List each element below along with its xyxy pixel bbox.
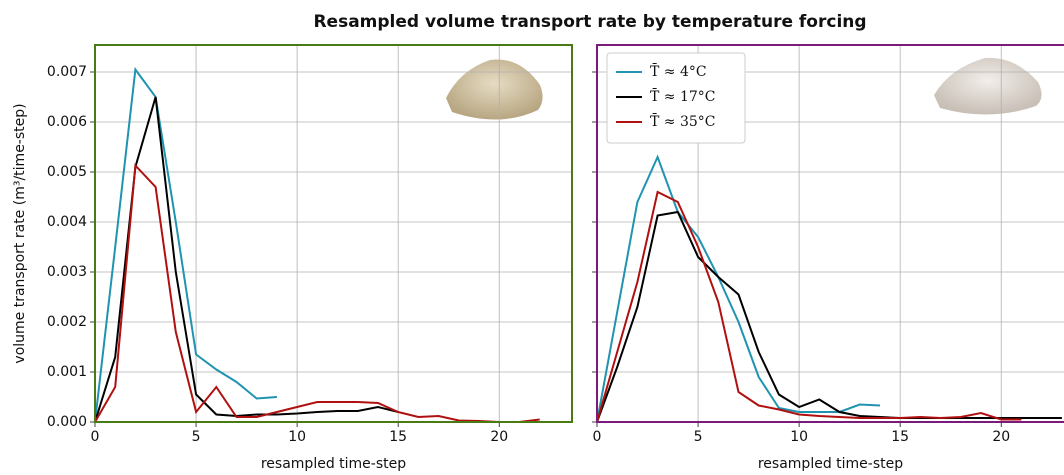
x-tick-label: 10 <box>288 429 306 445</box>
x-axis-label: resampled time-step <box>758 456 903 472</box>
series-line <box>597 210 1062 422</box>
figure-title: Resampled volume transport rate by tempe… <box>313 12 866 32</box>
x-tick-label: 20 <box>490 429 508 445</box>
x-tick-label: 5 <box>694 429 703 445</box>
x-tick-label: 15 <box>389 429 407 445</box>
y-tick-label: 0.007 <box>47 64 87 80</box>
y-tick-label: 0.002 <box>47 314 87 330</box>
panel-frame <box>596 44 1064 423</box>
series-line <box>597 154 881 422</box>
x-tick-label: 15 <box>891 429 909 445</box>
legend-label: T̄ ≈ 4°C <box>650 62 707 80</box>
y-tick-label: 0.005 <box>47 164 87 180</box>
y-tick-label: 0.000 <box>47 414 87 430</box>
legend-label: T̄ ≈ 35°C <box>650 112 716 130</box>
panel-frame <box>94 44 573 423</box>
y-axis-label: volume transport rate (m³/time-step) <box>12 103 28 363</box>
sand-image <box>934 57 1042 115</box>
sand-image <box>446 59 543 120</box>
x-tick-label: 20 <box>992 429 1010 445</box>
x-axis-label: resampled time-step <box>261 456 406 472</box>
series-line <box>95 96 399 422</box>
legend-box <box>606 52 746 144</box>
legend-label: T̄ ≈ 17°C <box>650 87 716 105</box>
y-tick-label: 0.003 <box>47 264 87 280</box>
y-tick-label: 0.001 <box>47 364 87 380</box>
series-line <box>597 190 1022 422</box>
x-tick-label: 5 <box>192 429 201 445</box>
series-line <box>95 66 277 422</box>
x-tick-label: 10 <box>790 429 808 445</box>
y-tick-label: 0.006 <box>47 114 87 130</box>
plot-area <box>95 66 540 422</box>
series-line <box>95 163 540 422</box>
x-tick-label: 0 <box>91 429 100 445</box>
y-tick-label: 0.004 <box>47 214 87 230</box>
x-tick-label: 0 <box>593 429 602 445</box>
plot-area <box>597 154 1062 422</box>
